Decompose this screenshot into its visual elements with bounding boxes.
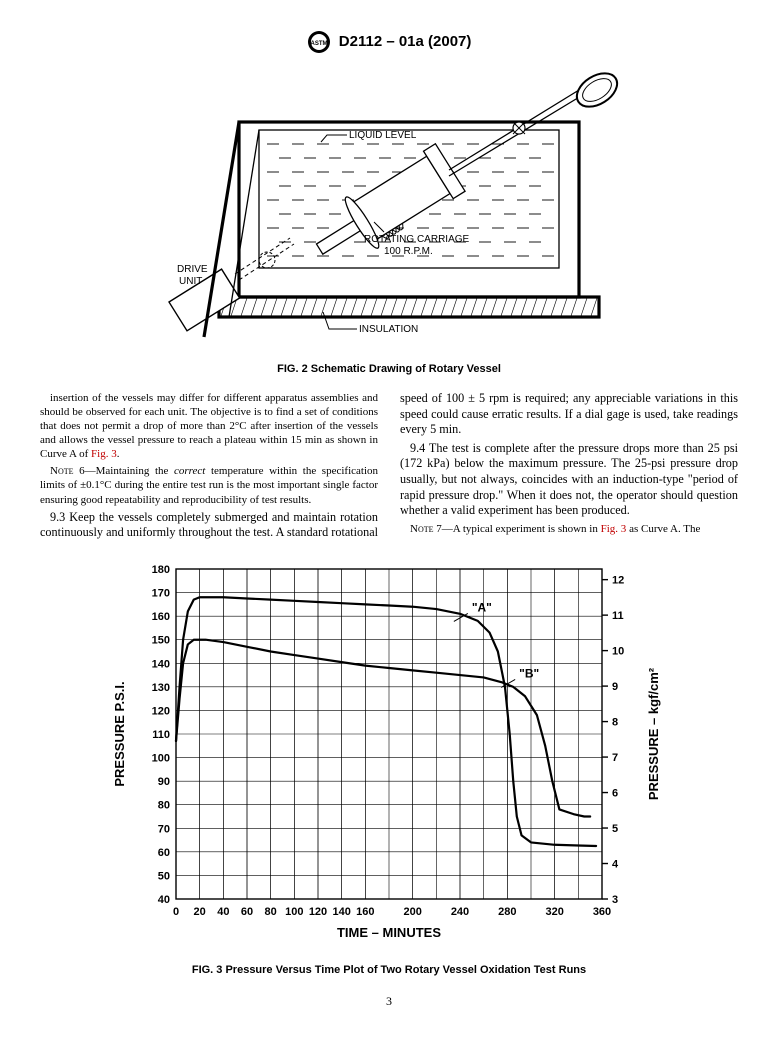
svg-text:90: 90 [158,776,170,788]
svg-text:ASTM: ASTM [310,41,327,47]
svg-text:3: 3 [612,894,618,906]
astm-logo-icon: ASTM [307,30,331,54]
svg-text:40: 40 [217,906,229,918]
svg-text:60: 60 [158,847,170,859]
para-9-4: 9.4 The test is complete after the press… [400,441,738,519]
note-7: Note 7—A typical experiment is shown in … [400,522,738,536]
svg-text:6: 6 [612,787,618,799]
svg-text:LIQUID LEVEL: LIQUID LEVEL [349,130,417,141]
svg-text:40: 40 [158,894,170,906]
svg-text:UNIT: UNIT [179,276,202,287]
svg-text:100: 100 [152,752,170,764]
svg-text:120: 120 [309,906,327,918]
svg-text:50: 50 [158,870,170,882]
svg-text:PRESSURE P.S.I.: PRESSURE P.S.I. [112,681,127,786]
svg-text:11: 11 [612,610,624,622]
svg-text:70: 70 [158,823,170,835]
svg-text:360: 360 [593,906,611,918]
figure-3: 0204060801001201401602002402803203604050… [40,555,738,960]
body-text: insertion of the vessels may differ for … [40,391,738,541]
svg-text:130: 130 [152,682,170,694]
figure-3-caption: FIG. 3 Pressure Versus Time Plot of Two … [40,964,738,976]
svg-text:ROTATING CARRIAGE: ROTATING CARRIAGE [364,234,470,245]
svg-text:150: 150 [152,635,170,647]
svg-text:PRESSURE – kgf/cm²: PRESSURE – kgf/cm² [646,667,661,800]
svg-text:INSULATION: INSULATION [359,324,418,335]
svg-text:12: 12 [612,574,624,586]
note-6: Note 6—Maintaining the correct temperatu… [40,464,378,506]
pressure-time-chart: 0204060801001201401602002402803203604050… [104,555,674,955]
svg-text:120: 120 [152,705,170,717]
svg-text:320: 320 [545,906,563,918]
svg-text:160: 160 [152,611,170,623]
fig3-ref-2: Fig. 3 [601,523,627,535]
figure-2-caption: FIG. 2 Schematic Drawing of Rotary Vesse… [40,363,738,375]
svg-text:180: 180 [152,564,170,576]
svg-text:TIME – MINUTES: TIME – MINUTES [337,925,441,940]
svg-text:5: 5 [612,823,618,835]
svg-text:"A": "A" [472,600,492,614]
rotary-vessel-schematic: LIQUID LEVEL ROTATING CARRIAGE100 R.P.M. D… [149,72,629,352]
svg-text:100: 100 [285,906,303,918]
svg-text:110: 110 [152,729,170,741]
svg-text:160: 160 [356,906,374,918]
page-header: ASTM D2112 – 01a (2007) [40,30,738,54]
designation-text: D2112 – 01a (2007) [339,33,472,50]
figure-2: LIQUID LEVEL ROTATING CARRIAGE100 R.P.M. D… [40,72,738,357]
svg-text:80: 80 [265,906,277,918]
svg-text:140: 140 [152,658,170,670]
svg-text:100 R.P.M.: 100 R.P.M. [384,246,433,257]
svg-text:140: 140 [332,906,350,918]
fig3-ref: Fig. 3 [91,448,117,460]
svg-text:"B": "B" [519,666,539,680]
svg-text:10: 10 [612,645,624,657]
svg-text:240: 240 [451,906,469,918]
svg-text:9: 9 [612,681,618,693]
svg-text:0: 0 [173,906,179,918]
svg-text:DRIVE: DRIVE [177,264,208,275]
svg-text:60: 60 [241,906,253,918]
svg-text:170: 170 [152,587,170,599]
svg-text:8: 8 [612,716,618,728]
para-continuation: insertion of the vessels may differ for … [40,391,378,461]
svg-text:4: 4 [612,858,619,870]
svg-text:20: 20 [194,906,206,918]
svg-text:80: 80 [158,800,170,812]
svg-text:7: 7 [612,752,618,764]
svg-text:280: 280 [498,906,516,918]
svg-text:200: 200 [403,906,421,918]
page-number: 3 [40,994,738,1009]
